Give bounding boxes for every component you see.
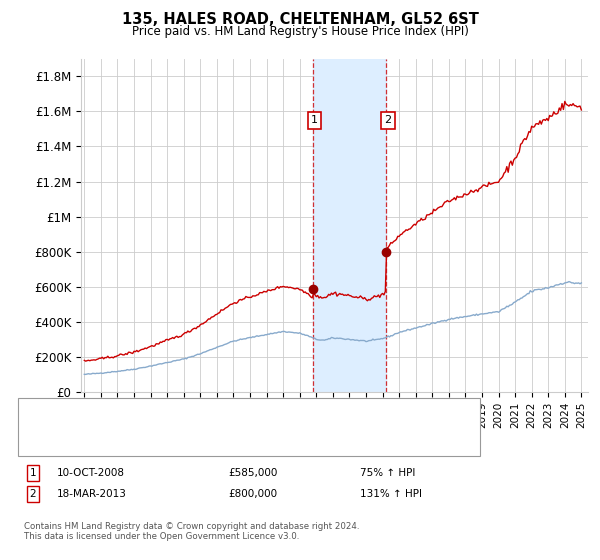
Text: 10-OCT-2008: 10-OCT-2008 [57, 468, 125, 478]
Text: 2: 2 [385, 115, 392, 125]
Text: Contains HM Land Registry data © Crown copyright and database right 2024.
This d: Contains HM Land Registry data © Crown c… [24, 522, 359, 542]
Text: HPI: Average price, detached house, Cheltenham: HPI: Average price, detached house, Chel… [69, 436, 325, 446]
Text: 131% ↑ HPI: 131% ↑ HPI [360, 489, 422, 499]
Text: 1: 1 [29, 468, 37, 478]
Text: £800,000: £800,000 [228, 489, 277, 499]
Bar [313, 59, 386, 392]
Text: 1: 1 [311, 115, 318, 125]
Text: ——: —— [39, 409, 64, 422]
Text: ——: —— [39, 434, 64, 447]
Text: 135, HALES ROAD, CHELTENHAM, GL52 6ST (detached house): 135, HALES ROAD, CHELTENHAM, GL52 6ST (d… [69, 410, 391, 421]
Text: £585,000: £585,000 [228, 468, 277, 478]
Text: Price paid vs. HM Land Registry's House Price Index (HPI): Price paid vs. HM Land Registry's House … [131, 25, 469, 38]
Text: 2: 2 [29, 489, 37, 499]
Text: 75% ↑ HPI: 75% ↑ HPI [360, 468, 415, 478]
Text: 135, HALES ROAD, CHELTENHAM, GL52 6ST: 135, HALES ROAD, CHELTENHAM, GL52 6ST [122, 12, 478, 27]
Text: 18-MAR-2013: 18-MAR-2013 [57, 489, 127, 499]
